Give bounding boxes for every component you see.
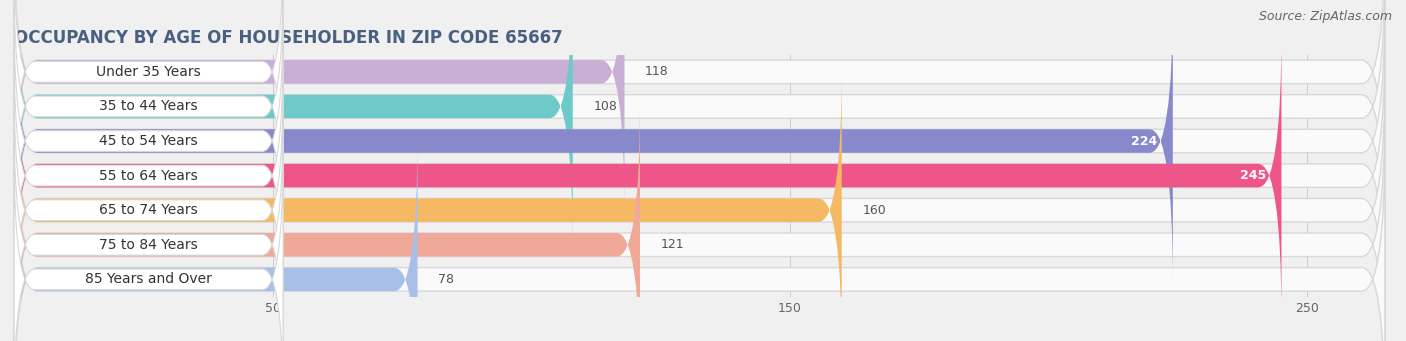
Text: 118: 118 — [645, 65, 669, 78]
FancyBboxPatch shape — [14, 0, 283, 234]
Text: 35 to 44 Years: 35 to 44 Years — [100, 100, 198, 114]
FancyBboxPatch shape — [14, 66, 1385, 341]
FancyBboxPatch shape — [14, 32, 1281, 320]
FancyBboxPatch shape — [14, 0, 1385, 285]
FancyBboxPatch shape — [14, 101, 1385, 341]
Text: 78: 78 — [439, 273, 454, 286]
FancyBboxPatch shape — [14, 0, 1385, 250]
FancyBboxPatch shape — [14, 32, 1385, 320]
FancyBboxPatch shape — [14, 151, 283, 341]
Text: Source: ZipAtlas.com: Source: ZipAtlas.com — [1258, 10, 1392, 23]
FancyBboxPatch shape — [14, 0, 1173, 285]
FancyBboxPatch shape — [14, 0, 1385, 216]
FancyBboxPatch shape — [14, 0, 624, 216]
Text: 160: 160 — [862, 204, 886, 217]
Text: OCCUPANCY BY AGE OF HOUSEHOLDER IN ZIP CODE 65667: OCCUPANCY BY AGE OF HOUSEHOLDER IN ZIP C… — [14, 29, 562, 47]
Text: 75 to 84 Years: 75 to 84 Years — [100, 238, 198, 252]
Text: 85 Years and Over: 85 Years and Over — [86, 272, 212, 286]
Text: Under 35 Years: Under 35 Years — [96, 65, 201, 79]
FancyBboxPatch shape — [14, 0, 572, 250]
FancyBboxPatch shape — [14, 48, 283, 303]
FancyBboxPatch shape — [14, 13, 283, 269]
FancyBboxPatch shape — [14, 0, 283, 200]
FancyBboxPatch shape — [14, 66, 842, 341]
Text: 55 to 64 Years: 55 to 64 Years — [100, 168, 198, 183]
FancyBboxPatch shape — [14, 101, 640, 341]
Text: 121: 121 — [661, 238, 685, 251]
FancyBboxPatch shape — [14, 135, 418, 341]
FancyBboxPatch shape — [14, 117, 283, 341]
Text: 245: 245 — [1240, 169, 1265, 182]
Text: 65 to 74 Years: 65 to 74 Years — [100, 203, 198, 217]
FancyBboxPatch shape — [14, 135, 1385, 341]
Text: 108: 108 — [593, 100, 617, 113]
Text: 45 to 54 Years: 45 to 54 Years — [100, 134, 198, 148]
FancyBboxPatch shape — [14, 82, 283, 338]
Text: 224: 224 — [1130, 135, 1157, 148]
